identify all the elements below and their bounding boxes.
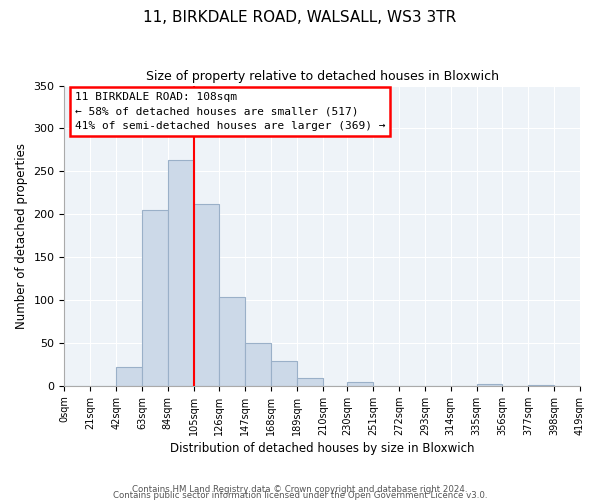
X-axis label: Distribution of detached houses by size in Bloxwich: Distribution of detached houses by size …: [170, 442, 475, 455]
Title: Size of property relative to detached houses in Bloxwich: Size of property relative to detached ho…: [146, 70, 499, 83]
Bar: [194, 204, 220, 386]
Text: 11 BIRKDALE ROAD: 108sqm
← 58% of detached houses are smaller (517)
41% of semi-: 11 BIRKDALE ROAD: 108sqm ← 58% of detach…: [75, 92, 385, 131]
Bar: [220, 298, 245, 386]
Text: Contains public sector information licensed under the Open Government Licence v3: Contains public sector information licen…: [113, 490, 487, 500]
Bar: [297, 378, 323, 386]
Bar: [142, 210, 168, 386]
Text: Contains HM Land Registry data © Crown copyright and database right 2024.: Contains HM Land Registry data © Crown c…: [132, 484, 468, 494]
Bar: [347, 382, 373, 386]
Bar: [168, 160, 194, 386]
Bar: [529, 385, 554, 386]
Bar: [476, 384, 502, 386]
Bar: [271, 361, 297, 386]
Text: 11, BIRKDALE ROAD, WALSALL, WS3 3TR: 11, BIRKDALE ROAD, WALSALL, WS3 3TR: [143, 10, 457, 25]
Bar: [245, 343, 271, 386]
Bar: [116, 367, 142, 386]
Y-axis label: Number of detached properties: Number of detached properties: [15, 142, 28, 328]
